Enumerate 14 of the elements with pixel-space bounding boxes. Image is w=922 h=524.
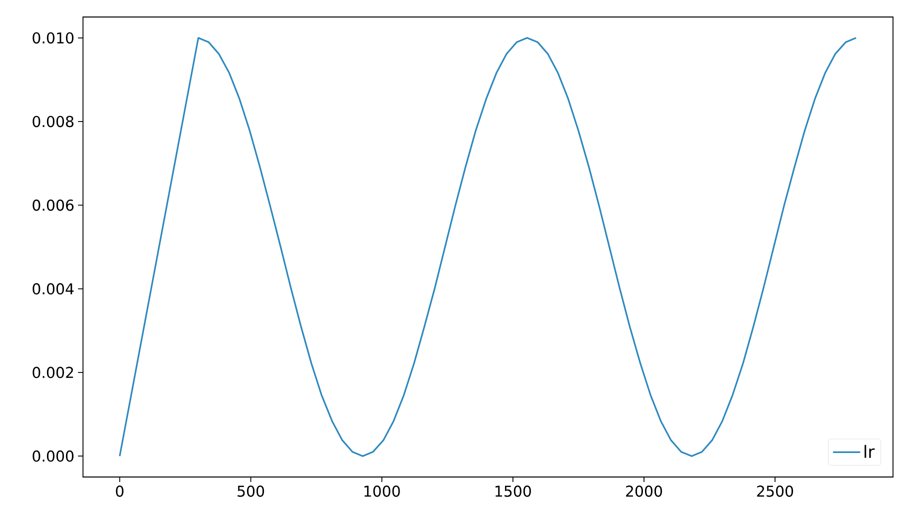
y-tick-label: 0.002: [32, 366, 73, 378]
y-tick-label: 0.006: [32, 200, 74, 211]
line-series: [118, 37, 857, 457]
y-tick-label: 0.008: [32, 116, 74, 128]
x-tick-label: 2500: [757, 486, 794, 497]
x-tick-label: 500: [238, 486, 264, 497]
y-tick-label: 0.004: [32, 283, 74, 294]
x-tick-label: 0: [116, 486, 124, 497]
x-tick-label: 1000: [364, 486, 400, 497]
legend-label: lr: [864, 444, 875, 458]
x-tick-label: 1500: [496, 486, 531, 497]
y-tick-label: 0.000: [32, 450, 74, 462]
y-tick-label: 0.010: [32, 32, 74, 44]
x-tick-label: 2000: [626, 486, 662, 497]
